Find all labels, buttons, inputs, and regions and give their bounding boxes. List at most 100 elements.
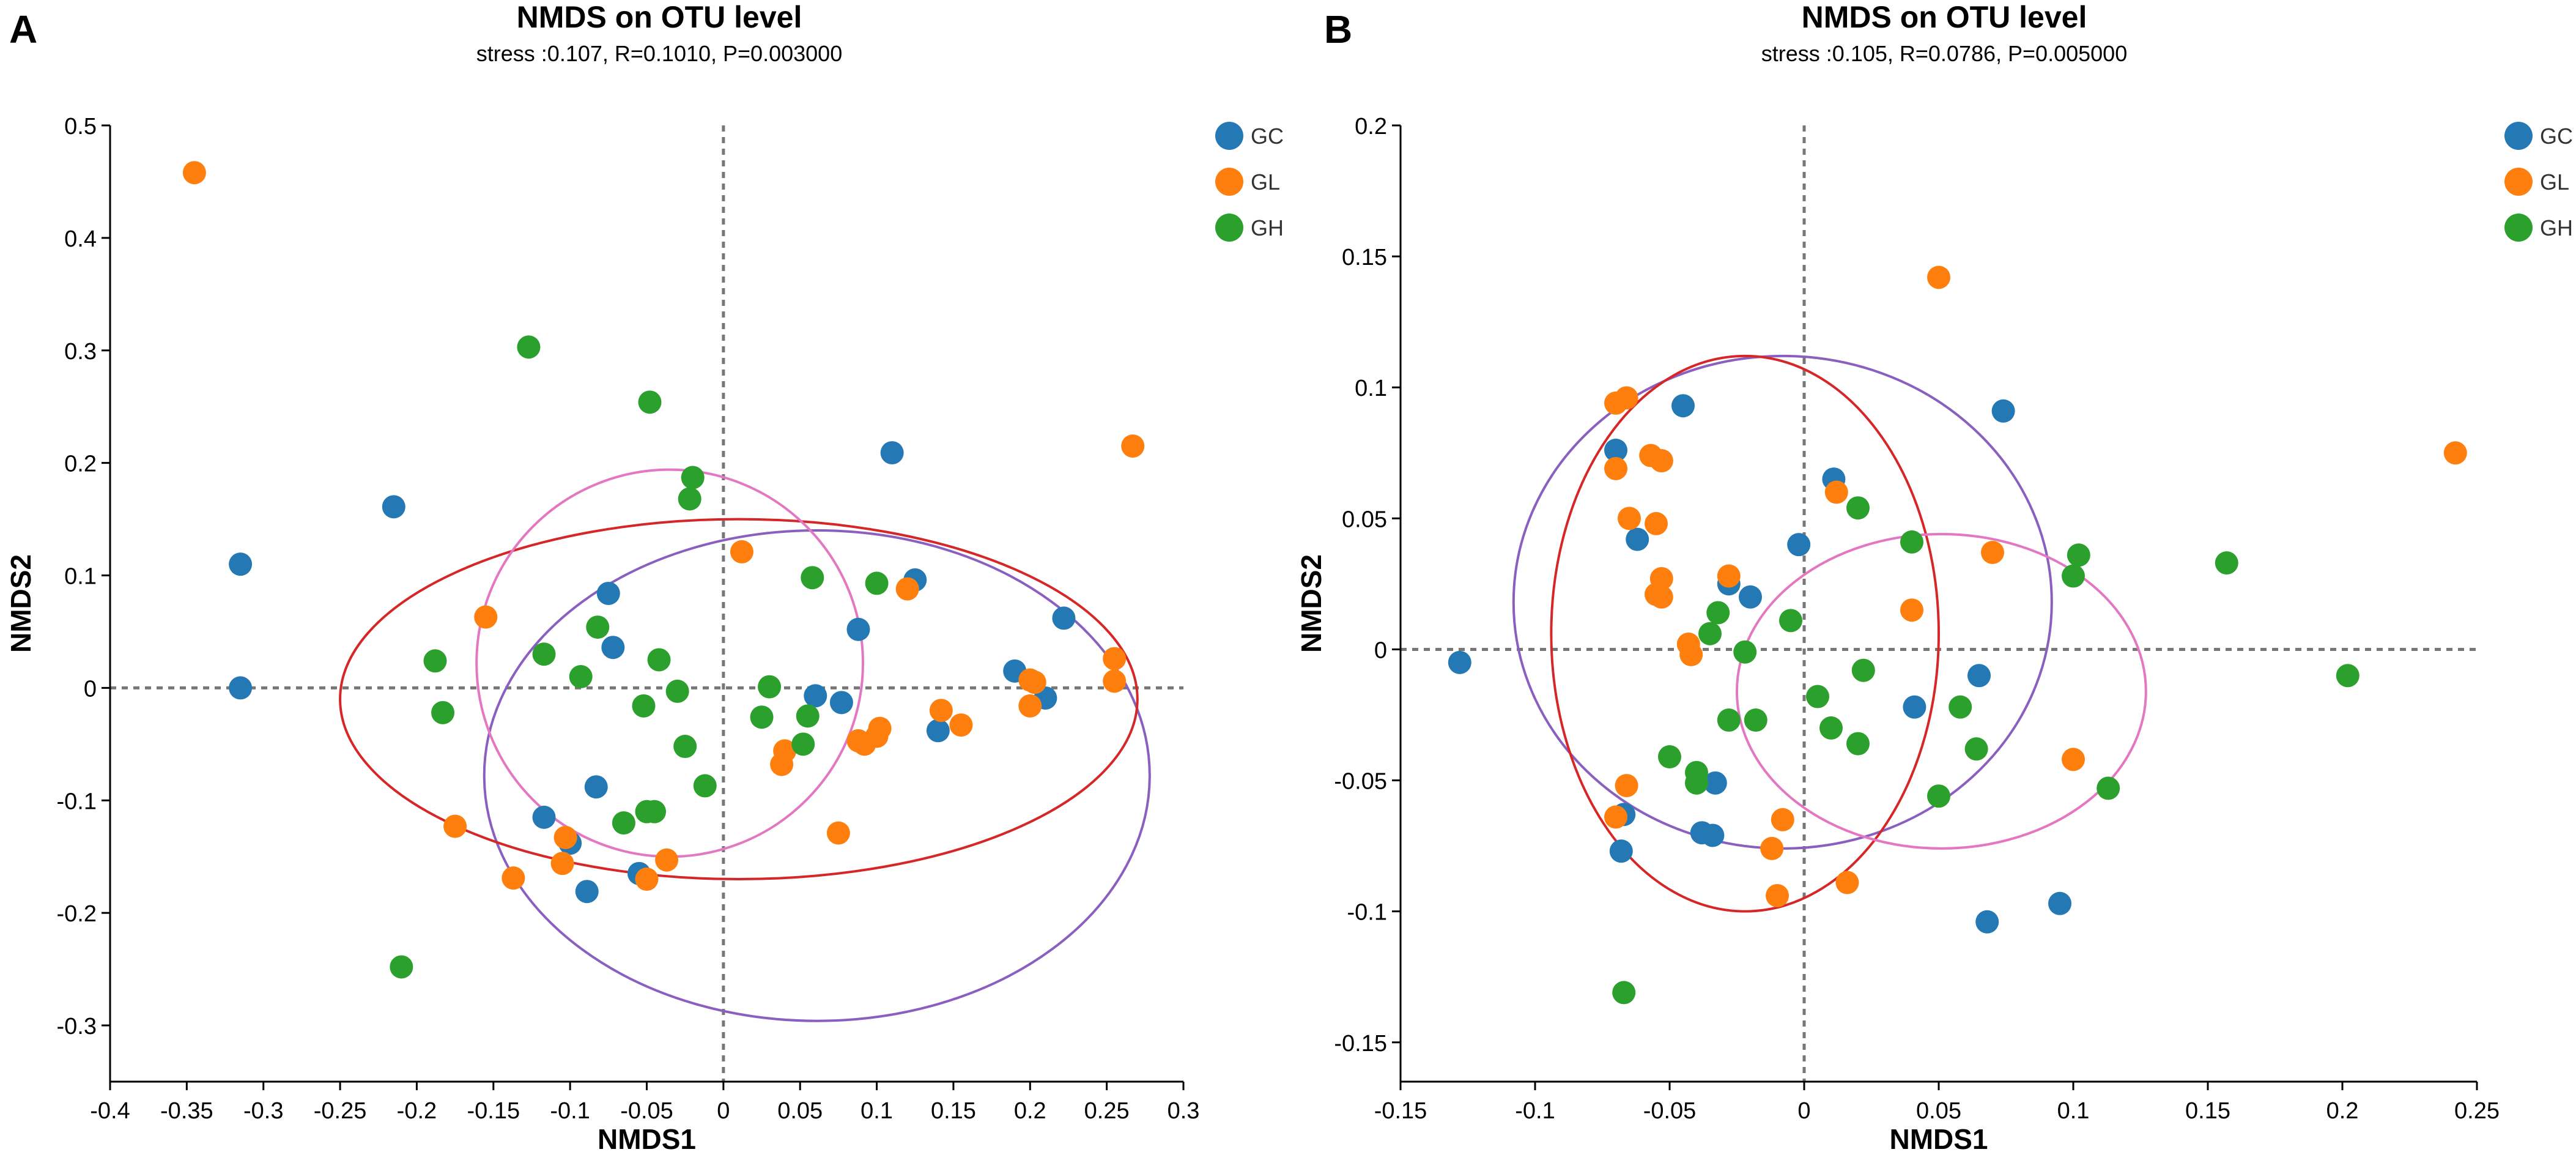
legend-label-gh: GH [1251, 215, 1284, 240]
x-tick-label: -0.1 [550, 1098, 590, 1124]
y-axis-title: NMDS2 [5, 554, 37, 653]
data-point-gl [1766, 883, 1789, 907]
x-tick-label: 0 [717, 1098, 730, 1124]
y-tick-label: 0.15 [1342, 245, 1387, 270]
data-point-gh [1685, 771, 1708, 795]
data-point-gh [791, 732, 815, 756]
data-point-gl [1103, 669, 1127, 693]
data-point-gl [1018, 694, 1042, 718]
data-point-gh [1846, 496, 1870, 520]
data-point-gl [1618, 507, 1641, 530]
x-tick-label: 0.1 [2057, 1098, 2090, 1124]
x-tick-label: -0.3 [243, 1098, 283, 1124]
chart-subtitle: stress :0.105, R=0.0786, P=0.005000 [1761, 41, 2127, 66]
x-axis-title: NMDS1 [598, 1123, 696, 1152]
y-axis-title: NMDS2 [1295, 554, 1327, 653]
data-point-gh [1846, 732, 1870, 756]
data-point-gh [750, 705, 774, 729]
data-point-gl [182, 161, 206, 185]
data-point-gl [929, 699, 953, 723]
data-point-gl [1604, 456, 1627, 480]
data-point-gc [1967, 664, 1991, 688]
data-point-gl [2062, 748, 2085, 771]
data-point-gh [865, 571, 889, 595]
legend-label-gl: GL [1251, 169, 1280, 195]
panel-letter: B [1324, 7, 1352, 51]
x-tick-label: -0.15 [467, 1098, 520, 1124]
legend-marker-gc [2504, 122, 2533, 150]
data-point-gh [1717, 708, 1741, 732]
data-point-gl [1981, 540, 2004, 564]
confidence-ellipse-gh [1736, 533, 2147, 850]
data-point-gl [730, 540, 753, 563]
data-point-gl [1645, 511, 1668, 535]
legend-label-gl: GL [2540, 169, 2569, 195]
data-point-gh [1733, 640, 1757, 664]
data-point-gh [1819, 716, 1843, 740]
data-point-gl [553, 825, 577, 849]
data-point-gh [569, 665, 593, 689]
data-point-gh [758, 675, 782, 699]
data-point-gl [1824, 480, 1848, 504]
data-point-gh [517, 335, 541, 359]
data-point-gh [1806, 685, 1829, 708]
data-point-gl [1103, 647, 1127, 671]
data-point-gc [846, 617, 870, 641]
data-point-gl [474, 605, 498, 629]
x-axis-title: NMDS1 [1889, 1123, 1988, 1152]
data-point-gc [880, 441, 904, 465]
data-point-gc [596, 581, 620, 605]
legend-label-gh: GH [2540, 215, 2573, 240]
confidence-ellipse-gc [483, 529, 1151, 1022]
panel-a: A NMDS on OTU level stress :0.107, R=0.101… [5, 0, 1284, 1152]
confidence-ellipse-gl [1550, 354, 1940, 913]
y-tick-label: -0.1 [1347, 900, 1387, 926]
data-point-gc [229, 676, 253, 700]
x-tick-label: 0.2 [2326, 1098, 2359, 1124]
y-tick-label: 0 [1374, 637, 1387, 663]
data-point-gh [801, 566, 824, 590]
data-point-gh [2097, 776, 2120, 800]
data-point-gh [1744, 708, 1767, 732]
data-point-gl [635, 868, 659, 891]
y-tick-label: -0.1 [57, 789, 97, 814]
x-tick-label: 0.3 [1168, 1098, 1200, 1124]
data-point-gl [1649, 449, 1673, 473]
x-tick-label: -0.05 [620, 1098, 673, 1124]
data-point-gc [804, 684, 827, 708]
data-point-gl [502, 866, 525, 890]
y-tick-label: 0 [84, 676, 97, 702]
data-point-gh [423, 649, 447, 673]
data-point-gh [1658, 745, 1681, 769]
data-point-gc [601, 636, 625, 660]
chart-title: NMDS on OTU level [1802, 0, 2087, 34]
data-point-gc [1903, 695, 1926, 719]
data-point-gh [1927, 784, 1950, 808]
legend-marker-gl [1215, 168, 1243, 196]
y-tick-label: 0.4 [64, 226, 97, 252]
data-point-gc [829, 691, 853, 715]
data-point-gc [1975, 910, 1999, 934]
data-point-gh [681, 466, 705, 489]
data-point-gc [1703, 771, 1727, 795]
x-tick-label: 0.1 [861, 1098, 893, 1124]
data-point-gc [1052, 606, 1076, 630]
data-point-gc [1991, 399, 2015, 423]
data-point-gc [229, 552, 253, 576]
legend-marker-gh [1215, 214, 1243, 242]
data-point-gh [673, 735, 697, 759]
y-tick-label: 0.1 [64, 564, 97, 590]
data-point-gh [678, 487, 701, 511]
chart-title: NMDS on OTU level [517, 0, 802, 34]
data-point-gc [1787, 533, 1811, 557]
y-tick-label: -0.05 [1334, 769, 1387, 795]
data-point-gh [693, 774, 717, 798]
x-tick-label: 0.25 [1084, 1098, 1130, 1124]
data-point-gl [1121, 434, 1145, 458]
data-point-gl [868, 716, 892, 740]
data-point-gl [1604, 805, 1627, 829]
data-point-gh [532, 642, 556, 666]
data-point-gl [826, 821, 850, 845]
y-tick-label: 0.5 [64, 114, 97, 139]
data-point-gh [1900, 530, 1923, 554]
